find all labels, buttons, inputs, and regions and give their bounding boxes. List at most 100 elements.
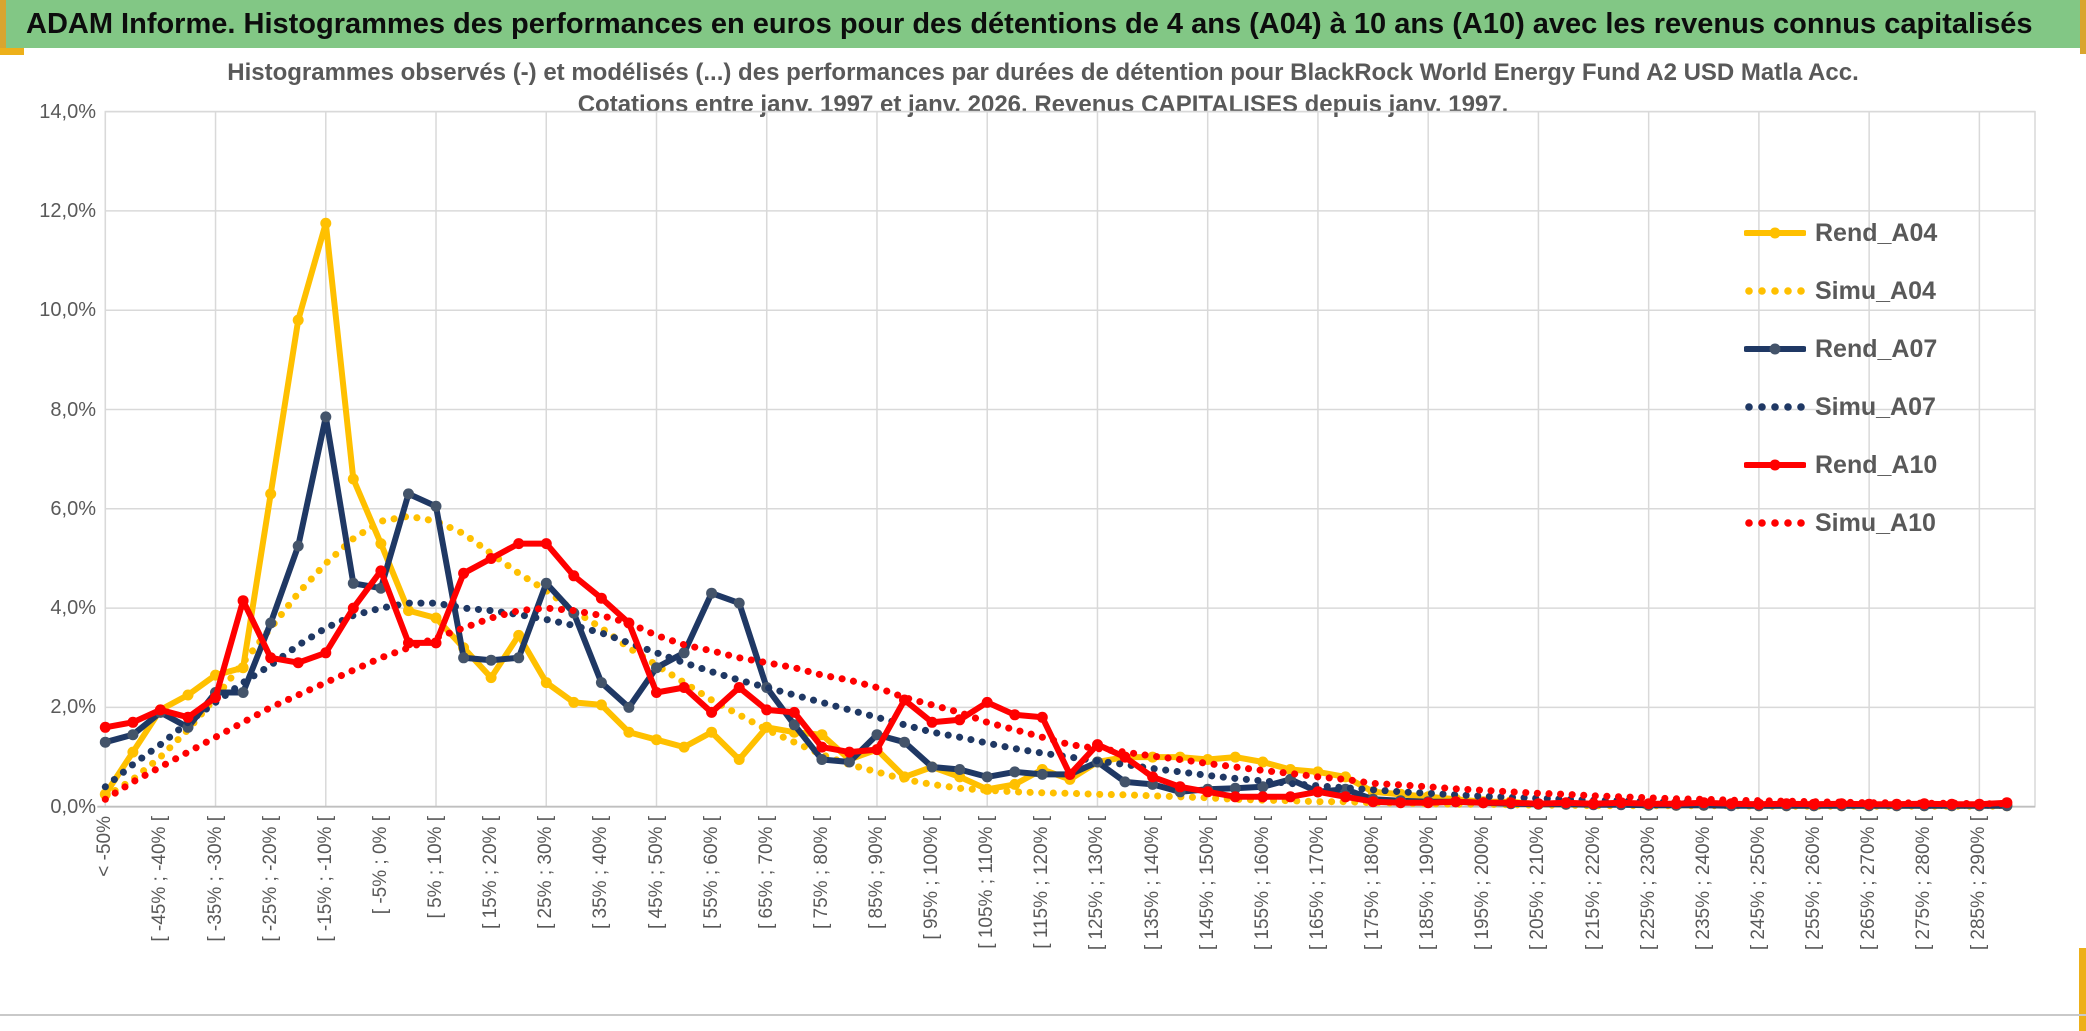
marker-Rend_A10[interactable] xyxy=(1532,798,1544,810)
marker-Rend_A04[interactable] xyxy=(540,677,552,689)
series-Rend_A10[interactable] xyxy=(99,538,2013,810)
marker-Rend_A04[interactable] xyxy=(623,726,635,738)
marker-Rend_A10[interactable] xyxy=(1202,786,1214,798)
marker-Rend_A10[interactable] xyxy=(292,657,304,669)
marker-Rend_A07[interactable] xyxy=(706,587,718,599)
marker-Rend_A10[interactable] xyxy=(595,592,607,604)
marker-Rend_A04[interactable] xyxy=(127,746,139,758)
marker-Rend_A10[interactable] xyxy=(568,570,580,582)
legend-item-Simu_A10[interactable]: Simu_A10 xyxy=(1744,494,1937,552)
marker-Rend_A10[interactable] xyxy=(816,741,828,753)
marker-Rend_A07[interactable] xyxy=(651,662,662,674)
marker-Rend_A10[interactable] xyxy=(651,687,662,698)
marker-Rend_A10[interactable] xyxy=(1560,797,1572,809)
legend-item-Simu_A04[interactable]: Simu_A04 xyxy=(1744,262,1937,320)
marker-Rend_A10[interactable] xyxy=(788,706,800,718)
marker-Rend_A10[interactable] xyxy=(871,744,883,756)
marker-Rend_A10[interactable] xyxy=(1450,796,1462,808)
marker-Rend_A04[interactable] xyxy=(595,699,607,711)
marker-Rend_A07[interactable] xyxy=(1009,766,1021,778)
marker-Rend_A10[interactable] xyxy=(1588,798,1599,810)
marker-Rend_A04[interactable] xyxy=(292,314,304,326)
marker-Rend_A10[interactable] xyxy=(1422,797,1434,809)
marker-Rend_A07[interactable] xyxy=(265,617,277,629)
marker-Rend_A07[interactable] xyxy=(595,677,607,689)
marker-Rend_A07[interactable] xyxy=(99,736,111,748)
marker-Rend_A10[interactable] xyxy=(1064,768,1076,780)
marker-Rend_A04[interactable] xyxy=(485,672,497,684)
marker-Rend_A04[interactable] xyxy=(816,729,828,741)
marker-Rend_A10[interactable] xyxy=(513,538,525,550)
marker-Rend_A04[interactable] xyxy=(706,726,718,738)
series-Rend_A04[interactable] xyxy=(99,217,2013,812)
marker-Rend_A07[interactable] xyxy=(458,652,470,664)
marker-Rend_A04[interactable] xyxy=(182,689,194,701)
marker-Rend_A07[interactable] xyxy=(871,729,883,741)
marker-Rend_A07[interactable] xyxy=(540,577,552,589)
marker-Rend_A10[interactable] xyxy=(1312,786,1324,798)
marker-Rend_A04[interactable] xyxy=(430,612,442,624)
marker-Rend_A10[interactable] xyxy=(1340,791,1351,803)
marker-Rend_A10[interactable] xyxy=(1284,791,1296,803)
marker-Rend_A10[interactable] xyxy=(678,682,690,693)
marker-Rend_A10[interactable] xyxy=(1036,711,1048,723)
marker-Rend_A07[interactable] xyxy=(816,754,828,765)
marker-Rend_A10[interactable] xyxy=(347,602,359,614)
marker-Rend_A04[interactable] xyxy=(320,217,332,229)
marker-Rend_A07[interactable] xyxy=(899,736,910,748)
marker-Rend_A10[interactable] xyxy=(1009,709,1021,721)
marker-Rend_A10[interactable] xyxy=(843,746,855,758)
marker-Rend_A10[interactable] xyxy=(926,716,938,728)
marker-Rend_A10[interactable] xyxy=(154,704,166,716)
legend-item-Rend_A07[interactable]: Rend_A07 xyxy=(1744,320,1937,378)
marker-Rend_A10[interactable] xyxy=(182,711,194,723)
series-Simu_A07[interactable] xyxy=(101,599,2011,809)
marker-Rend_A10[interactable] xyxy=(485,553,497,564)
marker-Rend_A10[interactable] xyxy=(237,595,249,607)
marker-Rend_A04[interactable] xyxy=(1009,778,1021,790)
marker-Rend_A07[interactable] xyxy=(981,771,993,783)
marker-Rend_A07[interactable] xyxy=(1036,768,1048,780)
marker-Rend_A10[interactable] xyxy=(1395,797,1407,809)
marker-Rend_A10[interactable] xyxy=(1147,771,1159,783)
marker-Rend_A10[interactable] xyxy=(1367,796,1379,808)
marker-Rend_A07[interactable] xyxy=(926,761,938,773)
marker-Rend_A04[interactable] xyxy=(375,538,387,550)
marker-Rend_A07[interactable] xyxy=(237,687,249,698)
marker-Rend_A07[interactable] xyxy=(843,756,855,768)
marker-Rend_A07[interactable] xyxy=(513,652,525,664)
marker-Rend_A10[interactable] xyxy=(1477,797,1489,809)
marker-Rend_A07[interactable] xyxy=(954,764,966,775)
marker-Rend_A10[interactable] xyxy=(1257,791,1269,803)
marker-Rend_A10[interactable] xyxy=(375,565,387,577)
marker-Rend_A04[interactable] xyxy=(1229,751,1241,763)
marker-Rend_A04[interactable] xyxy=(651,734,662,746)
marker-Rend_A10[interactable] xyxy=(127,716,139,728)
legend-item-Simu_A07[interactable]: Simu_A07 xyxy=(1744,378,1937,436)
marker-Rend_A07[interactable] xyxy=(403,488,414,500)
marker-Rend_A07[interactable] xyxy=(127,729,139,741)
marker-Rend_A10[interactable] xyxy=(954,714,966,726)
marker-Rend_A10[interactable] xyxy=(761,704,773,716)
marker-Rend_A04[interactable] xyxy=(403,605,414,617)
marker-Rend_A04[interactable] xyxy=(347,473,359,485)
marker-Rend_A10[interactable] xyxy=(733,682,745,693)
marker-Rend_A07[interactable] xyxy=(1257,781,1269,793)
marker-Rend_A10[interactable] xyxy=(1174,781,1186,793)
marker-Rend_A10[interactable] xyxy=(1505,797,1517,809)
chart-legend[interactable]: Rend_A04 Simu_A04 Rend_A07 Simu_A07 Rend_A10… xyxy=(1744,204,1937,552)
marker-Rend_A07[interactable] xyxy=(733,597,745,609)
marker-Rend_A10[interactable] xyxy=(706,706,718,718)
marker-Rend_A04[interactable] xyxy=(678,741,690,753)
marker-Rend_A07[interactable] xyxy=(1119,776,1131,788)
marker-Rend_A07[interactable] xyxy=(485,654,497,666)
marker-Rend_A07[interactable] xyxy=(430,500,442,512)
marker-Rend_A07[interactable] xyxy=(623,701,635,713)
marker-Rend_A07[interactable] xyxy=(320,411,332,423)
marker-Rend_A10[interactable] xyxy=(210,692,221,703)
legend-item-Rend_A04[interactable]: Rend_A04 xyxy=(1744,204,1937,262)
marker-Rend_A10[interactable] xyxy=(99,721,111,733)
marker-Rend_A04[interactable] xyxy=(513,629,525,641)
marker-Rend_A10[interactable] xyxy=(981,696,993,708)
